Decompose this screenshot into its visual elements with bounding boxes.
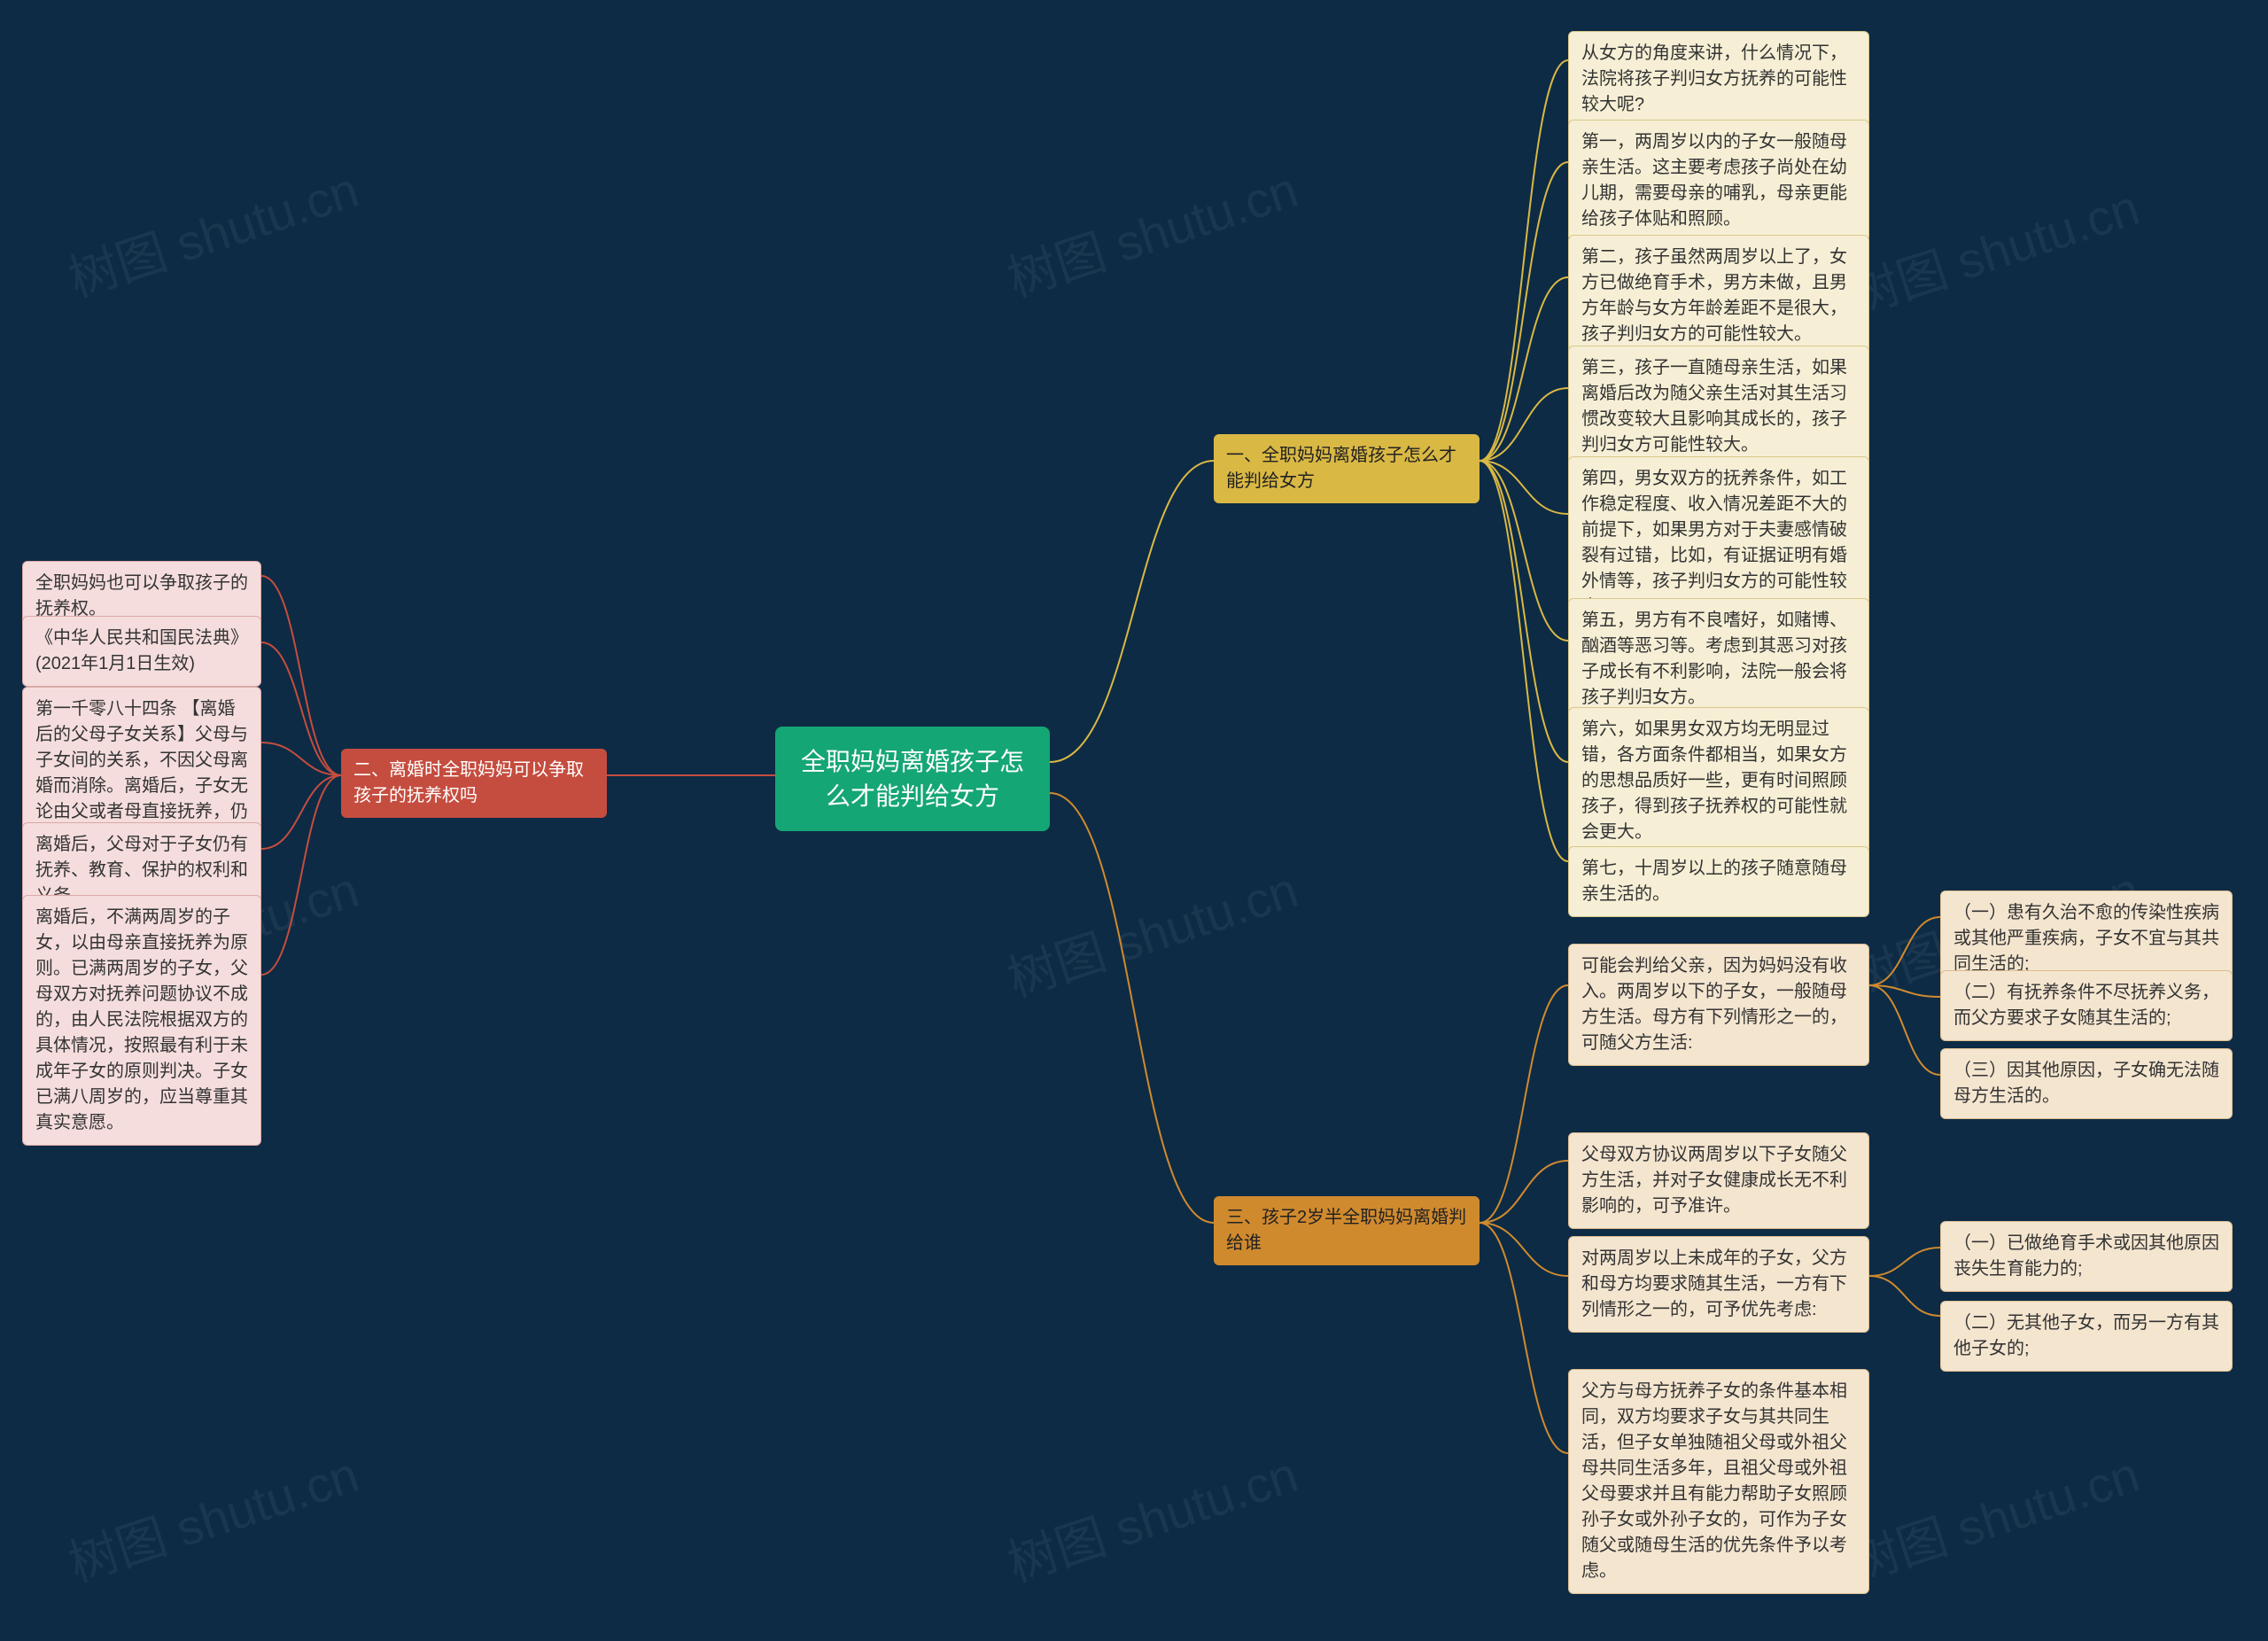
leaf-b3-2: 对两周岁以上未成年的子女，父方和母方均要求随其生活，一方有下列情形之一的，可予优… <box>1568 1236 1869 1333</box>
watermark: 树图 shutu.cn <box>58 1435 367 1597</box>
branch-1[interactable]: 一、全职妈妈离婚孩子怎么才能判给女方 <box>1214 434 1480 503</box>
watermark: 树图 shutu.cn <box>998 1435 1306 1597</box>
root-node[interactable]: 全职妈妈离婚孩子怎么才能判给女方 <box>775 727 1050 831</box>
leaf-b3-2-0: （一）已做绝育手术或因其他原因丧失生育能力的; <box>1940 1221 2233 1292</box>
leaf-b3-0-1: （二）有抚养条件不尽抚养义务，而父方要求子女随其生活的; <box>1940 970 2233 1041</box>
watermark: 树图 shutu.cn <box>58 151 367 312</box>
watermark: 树图 shutu.cn <box>998 851 1306 1012</box>
branch-3[interactable]: 三、孩子2岁半全职妈妈离婚判给谁 <box>1214 1196 1480 1265</box>
leaf-b3-1: 父母双方协议两周岁以下子女随父方生活，并对子女健康成长无不利影响的，可予准许。 <box>1568 1132 1869 1229</box>
watermark: 树图 shutu.cn <box>1839 1435 2148 1597</box>
leaf-b3-0-2: （三）因其他原因，子女确无法随母方生活的。 <box>1940 1048 2233 1119</box>
leaf-b1-0: 从女方的角度来讲，什么情况下，法院将孩子判归女方抚养的可能性较大呢? <box>1568 31 1869 128</box>
leaf-b2-1: 《中华人民共和国民法典》(2021年1月1日生效) <box>22 616 261 687</box>
leaf-b3-2-1: （二）无其他子女，而另一方有其他子女的; <box>1940 1301 2233 1372</box>
leaf-b3-3: 父方与母方抚养子女的条件基本相同，双方均要求子女与其共同生活，但子女单独随祖父母… <box>1568 1369 1869 1594</box>
watermark: 树图 shutu.cn <box>998 151 1306 312</box>
leaf-b2-4: 离婚后，不满两周岁的子女，以由母亲直接抚养为原则。已满两周岁的子女，父母双方对抚… <box>22 895 261 1146</box>
leaf-b1-2: 第二，孩子虽然两周岁以上了，女方已做绝育手术，男方未做，且男方年龄与女方年龄差距… <box>1568 235 1869 357</box>
leaf-b1-5: 第五，男方有不良嗜好，如赌博、酗酒等恶习等。考虑到其恶习对孩子成长有不利影响，法… <box>1568 598 1869 720</box>
leaf-b1-6: 第六，如果男女双方均无明显过错，各方面条件都相当，如果女方的思想品质好一些，更有… <box>1568 707 1869 855</box>
leaf-b1-7: 第七，十周岁以上的孩子随意随母亲生活的。 <box>1568 846 1869 917</box>
branch-2[interactable]: 二、离婚时全职妈妈可以争取孩子的抚养权吗 <box>341 749 607 818</box>
watermark: 树图 shutu.cn <box>1839 168 2148 330</box>
leaf-b1-3: 第三，孩子一直随母亲生活，如果离婚后改为随父亲生活对其生活习惯改变较大且影响其成… <box>1568 346 1869 468</box>
leaf-b1-1: 第一，两周岁以内的子女一般随母亲生活。这主要考虑孩子尚处在幼儿期，需要母亲的哺乳… <box>1568 120 1869 242</box>
connectors-layer <box>0 0 2268 1641</box>
leaf-b3-0: 可能会判给父亲，因为妈妈没有收入。两周岁以下的子女，一般随母方生活。母方有下列情… <box>1568 944 1869 1066</box>
